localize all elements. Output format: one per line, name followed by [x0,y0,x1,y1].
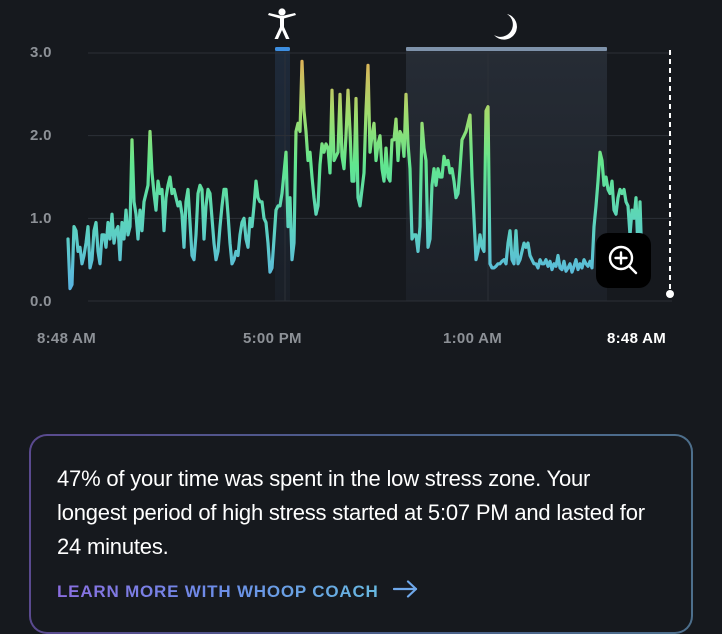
x-tick-label-current: 8:48 AM [607,330,667,347]
zoom-in-button[interactable] [596,233,651,288]
stress-chart-plot [66,47,674,302]
sleep-bar [406,47,607,51]
learn-more-label: LEARN MORE WITH WHOOP COACH [57,581,379,601]
y-tick-label: 2.0 [30,127,52,144]
x-tick-label-1am: 1:00 AM [443,330,503,347]
x-tick-label-5pm: 5:00 PM [243,330,302,347]
insight-text: 47% of your time was spent in the low st… [57,466,645,559]
stress-chart: 3.0 2.0 1.0 0.0 8:48 AM 5:00 PM 1:00 AM … [30,8,674,347]
y-tick-label: 3.0 [30,44,52,61]
y-tick-label: 1.0 [30,210,52,227]
zoom-in-icon [608,245,638,275]
learn-more-coach-link[interactable]: LEARN MORE WITH WHOOP COACH [57,580,419,603]
arrow-right-icon [392,580,419,603]
x-tick-label-start: 8:48 AM [37,330,97,347]
insight-card: 47% of your time was spent in the low st… [29,434,693,634]
y-tick-label: 0.0 [30,293,52,310]
stress-line [66,59,646,291]
current-time-dot [666,290,674,298]
activity-bar [275,47,290,51]
